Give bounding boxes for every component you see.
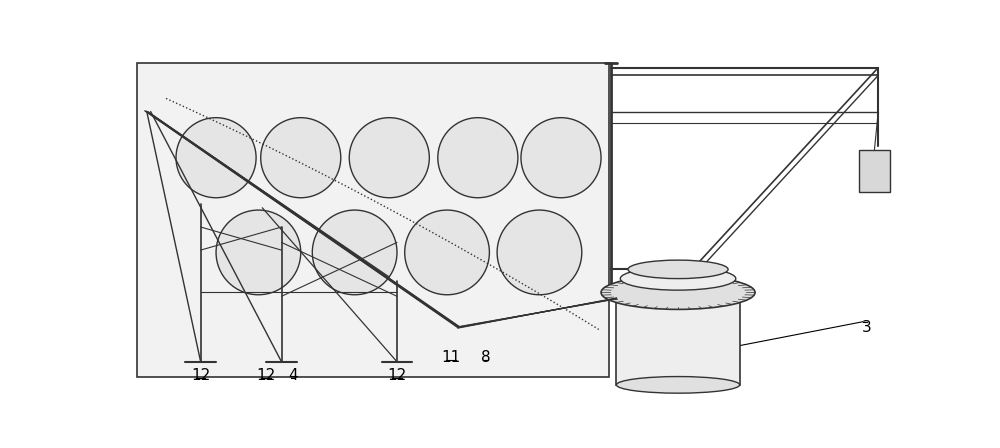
Ellipse shape xyxy=(628,260,728,279)
Bar xyxy=(859,150,890,192)
Ellipse shape xyxy=(616,376,740,393)
Circle shape xyxy=(521,118,601,198)
Circle shape xyxy=(497,210,582,295)
Circle shape xyxy=(438,118,518,198)
Circle shape xyxy=(216,210,301,295)
Circle shape xyxy=(312,210,397,295)
Ellipse shape xyxy=(620,267,736,290)
Circle shape xyxy=(405,210,489,295)
Circle shape xyxy=(176,118,256,198)
Text: 4: 4 xyxy=(288,368,298,383)
Text: 8: 8 xyxy=(481,350,490,365)
Text: 11: 11 xyxy=(441,350,461,365)
Polygon shape xyxy=(137,63,609,377)
Bar xyxy=(616,289,740,385)
Circle shape xyxy=(261,118,341,198)
Text: 12: 12 xyxy=(191,368,210,383)
Text: 12: 12 xyxy=(256,368,276,383)
Text: 12: 12 xyxy=(387,368,407,383)
Circle shape xyxy=(349,118,429,198)
Ellipse shape xyxy=(601,276,755,310)
Text: 3: 3 xyxy=(862,319,872,335)
